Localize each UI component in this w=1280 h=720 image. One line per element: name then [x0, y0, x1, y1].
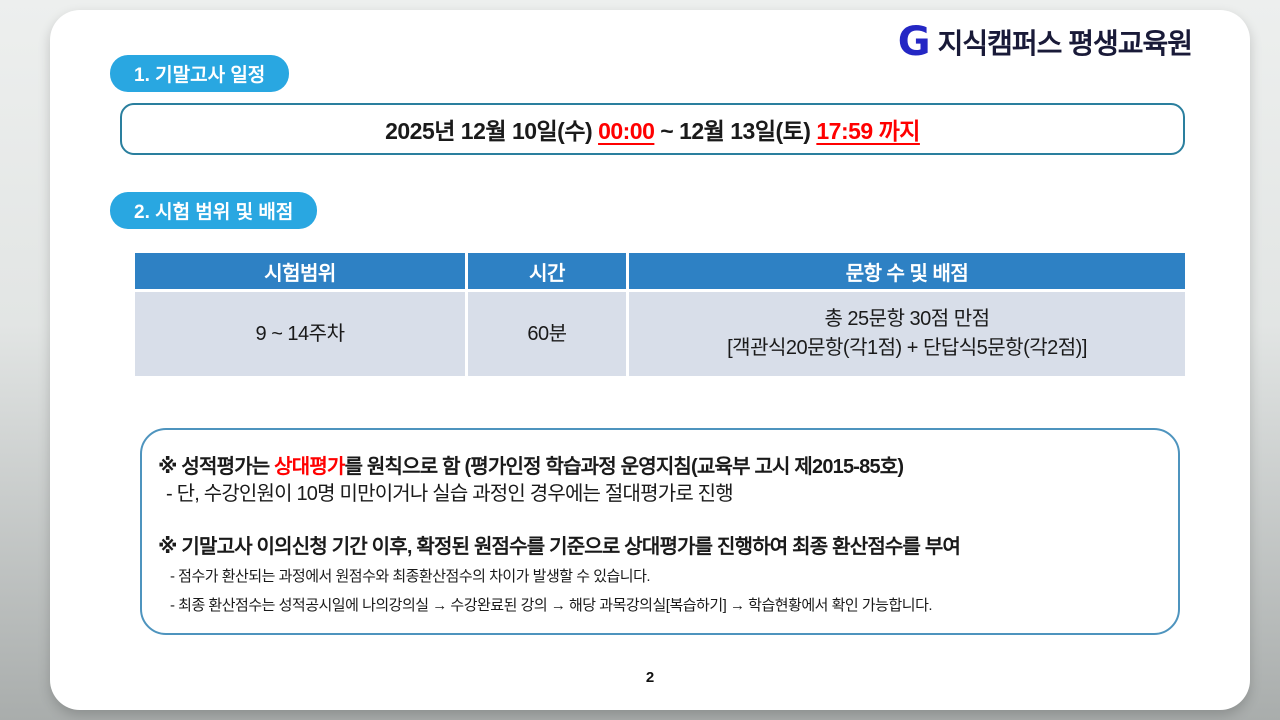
note1-sub: - 단, 수강인원이 10명 미만이거나 실습 과정인 경우에는 절대평가로 진…	[166, 483, 734, 505]
page-number: 2	[645, 669, 655, 686]
note1-highlight: 상대평가	[274, 456, 345, 478]
table-cell-range: 9 ~ 14주차	[135, 292, 465, 376]
scoring-line-2: [객관식20문항(각1점) + 단답식5문항(각2점)]	[727, 337, 1087, 359]
note2-main: ※ 기말고사 이의신청 기간 이후, 확정된 원점수를 기준으로 상대평가를 진…	[158, 536, 961, 558]
schedule-date-part1: 2025년 12월 10일(수)	[385, 118, 599, 144]
schedule-date-part2: ~ 12월 13일(토)	[654, 118, 817, 144]
exam-schedule-box: 2025년 12월 10일(수) 00:00 ~ 12월 13일(토) 17:5…	[120, 103, 1185, 155]
table-header-time: 시간	[468, 253, 626, 289]
logo: G 지식캠퍼스 평생교육원	[897, 19, 1193, 65]
section2-badge: 2. 시험 범위 및 배점	[110, 192, 318, 229]
slide-card: G 지식캠퍼스 평생교육원 1. 기말고사 일정 2025년 12월 10일(수…	[50, 10, 1250, 710]
table-header-scoring: 문항 수 및 배점	[629, 253, 1185, 289]
schedule-end-time: 17:59 까지	[816, 118, 920, 144]
schedule-start-time: 00:00	[598, 118, 655, 144]
note1-main: ※ 성적평가는 상대평가를 원칙으로 함 (평가인정 학습과정 운영지침(교육부…	[158, 454, 1158, 480]
note2-sub1: - 점수가 환산되는 과정에서 원점수와 최종환산점수의 차이가 발생할 수 있…	[170, 568, 651, 585]
section1-badge: 1. 기말고사 일정	[110, 55, 290, 92]
note1-suffix: 를 원칙으로 함 (평가인정 학습과정 운영지침(교육부 고시 제2015-85…	[344, 456, 904, 478]
exam-schedule-text: 2025년 12월 10일(수) 00:00 ~ 12월 13일(토) 17:5…	[385, 112, 920, 146]
note1-prefix: ※ 성적평가는	[158, 456, 275, 478]
g-logo-icon: G	[897, 19, 931, 65]
scoring-line-1: 총 25문항 30점 만점	[824, 308, 990, 330]
note2-sub2: - 최종 환산점수는 성적공시일에 나의강의실 → 수강완료된 강의 → 해당 …	[170, 596, 933, 614]
grading-notes-box: ※ 성적평가는 상대평가를 원칙으로 함 (평가인정 학습과정 운영지침(교육부…	[140, 428, 1180, 635]
table-header-range: 시험범위	[135, 253, 465, 289]
table-cell-time: 60분	[468, 292, 626, 376]
note-spacer	[158, 508, 1158, 534]
exam-table: 시험범위 시간 문항 수 및 배점 9 ~ 14주차 60분 총 25문항 30…	[135, 253, 1185, 376]
logo-text: 지식캠퍼스 평생교육원	[937, 28, 1193, 59]
table-cell-scoring: 총 25문항 30점 만점 [객관식20문항(각1점) + 단답식5문항(각2점…	[629, 292, 1185, 376]
